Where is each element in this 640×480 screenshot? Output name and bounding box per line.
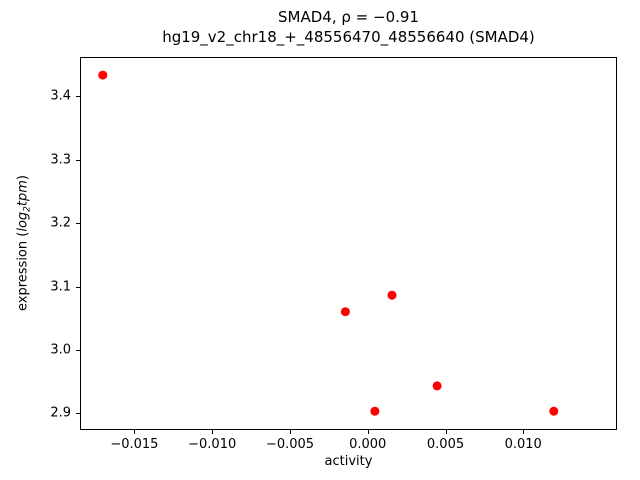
x-tick-mark <box>523 430 525 434</box>
y-tick-mark <box>76 96 80 98</box>
y-tick-label: 3.3 <box>50 152 71 168</box>
chart-subtitle: hg19_v2_chr18_+_48556470_48556640 (SMAD4… <box>162 28 535 46</box>
chart-title: SMAD4, ρ = −0.91 <box>278 8 419 26</box>
y-tick-mark <box>76 286 80 288</box>
y-tick-label: 3.1 <box>50 279 71 295</box>
x-axis-label: activity <box>324 454 373 469</box>
x-tick-mark <box>134 430 136 434</box>
x-tick-label: 0.005 <box>426 437 465 452</box>
y-tick-mark <box>76 413 80 415</box>
points-layer <box>98 70 559 416</box>
y-tick-mark <box>76 350 80 351</box>
y-axis-label-suffix: ) <box>15 175 31 181</box>
data-point <box>387 290 397 300</box>
y-tick-label: 3.4 <box>50 88 71 104</box>
x-tick-mark <box>212 430 214 434</box>
y-axis-label-math2: tpm <box>15 180 31 207</box>
data-point <box>432 381 442 391</box>
x-tick-mark <box>367 430 369 434</box>
x-tick-label: −0.010 <box>188 437 237 452</box>
y-axis-label-prefix: expression ( <box>15 231 31 311</box>
plot-area <box>80 57 617 430</box>
y-tick-mark <box>76 159 80 161</box>
x-tick-label: 0.000 <box>349 437 387 452</box>
x-tick-label: −0.015 <box>110 437 159 452</box>
y-axis-label-subscript: 2 <box>22 206 33 212</box>
y-tick-mark <box>76 223 80 225</box>
x-tick-label: −0.005 <box>265 437 315 452</box>
y-tick-label: 2.9 <box>50 405 71 421</box>
data-point <box>340 307 350 317</box>
x-tick-mark <box>445 430 447 434</box>
x-tick-label: 0.010 <box>504 437 542 452</box>
data-point <box>370 406 380 416</box>
x-tick-mark <box>290 430 291 434</box>
y-tick-label: 3.0 <box>50 342 71 358</box>
y-tick-label: 3.2 <box>50 215 71 231</box>
data-point <box>98 70 108 80</box>
data-point <box>549 406 559 416</box>
